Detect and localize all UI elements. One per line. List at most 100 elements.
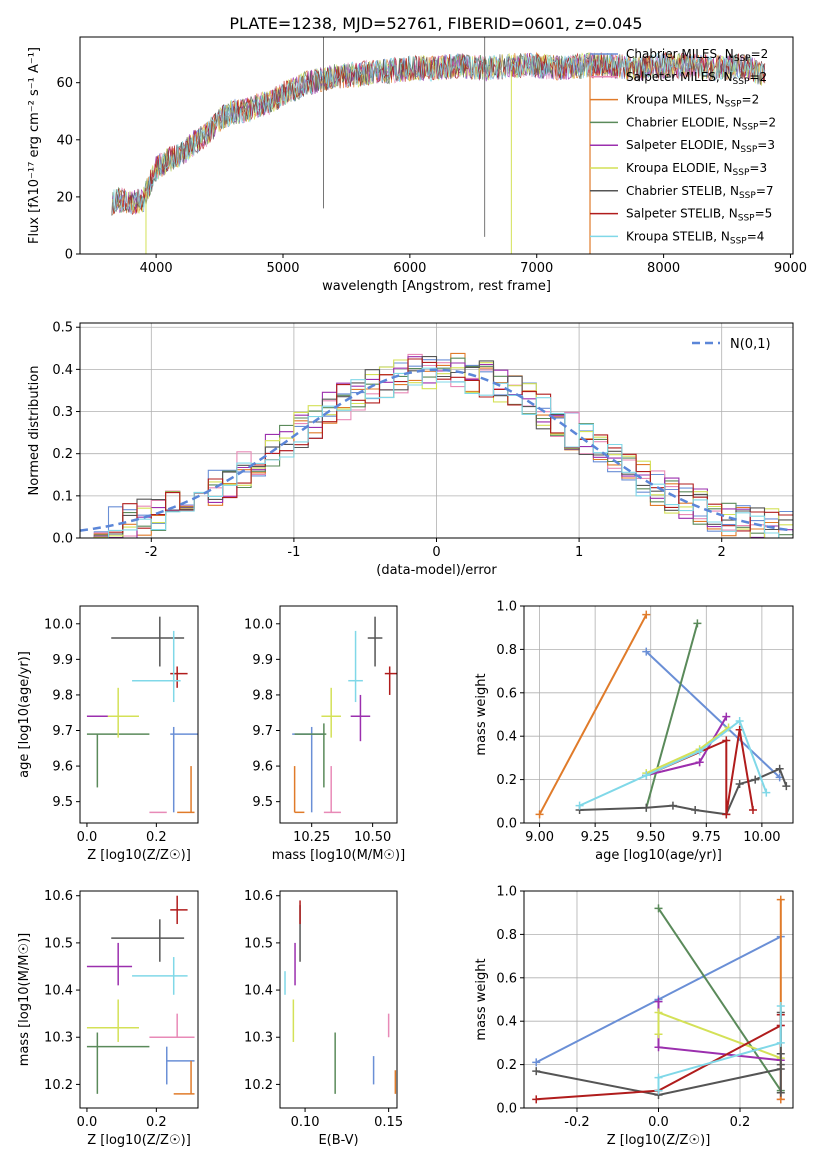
y-tick-label: 0.4 (496, 1015, 517, 1030)
x-tick-label: 7000 (520, 261, 553, 276)
y-tick-label: 10.2 (44, 1078, 73, 1093)
x-tick-label: 10.50 (354, 830, 391, 845)
y-tick-label: 9.7 (252, 724, 273, 739)
y-tick-label: 20 (56, 190, 73, 205)
x-tick-label: 0.10 (291, 1115, 320, 1130)
weight-marker-kroupa-miles (776, 895, 785, 904)
y-tick-label: 1.0 (496, 600, 517, 615)
plot-area (284, 900, 397, 1094)
y-tick-label: 0.0 (52, 532, 73, 547)
legend-label: Kroupa STELIB, NSSP=4 (626, 229, 764, 246)
legend-label: Chabrier MILES, NSSP=2 (626, 47, 768, 64)
histogram-kroupa-stelib (80, 367, 793, 538)
weight-marker-chabrier-stelib (776, 1060, 785, 1069)
weight-marker-chabrier-stelib (775, 764, 784, 773)
y-tick-label: 9.7 (52, 724, 73, 739)
axes-frame (279, 890, 398, 1109)
x-tick-label: -2 (145, 545, 158, 560)
y-tick-label: 0 (65, 248, 73, 263)
weight-marker-salpeter-elodie (695, 758, 704, 767)
x-axis-label: E(B-V) (318, 1133, 358, 1148)
weight-marker-chabrier-stelib (776, 1049, 785, 1058)
y-tick-label: 10.4 (44, 984, 73, 999)
y-tick-label: 9.8 (252, 688, 273, 703)
y-tick-label: 10.5 (244, 936, 273, 951)
y-tick-label: 60 (56, 76, 73, 91)
legend-label: Salpeter MILES, NSSP=2 (626, 70, 767, 87)
y-tick-label: 10.5 (44, 936, 73, 951)
y-tick-label: 0.0 (496, 1102, 517, 1117)
weight-marker-chabrier-elodie (654, 904, 663, 913)
x-tick-label: 10.00 (743, 830, 780, 845)
y-tick-label: 9.6 (52, 760, 73, 775)
x-tick-label: 0.0 (648, 1115, 669, 1130)
x-axis-label: (data-model)/error (376, 563, 497, 578)
x-axis-label: Z [log10(Z/Z☉)] (87, 848, 191, 863)
weight-marker-kroupa-stelib (762, 788, 771, 797)
weight-marker-salpeter-elodie (654, 997, 663, 1006)
weight-marker-salpeter-stelib (748, 805, 757, 814)
y-tick-label: 9.9 (52, 653, 73, 668)
legend-label: Salpeter STELIB, NSSP=5 (626, 207, 772, 224)
weight-marker-kroupa-stelib (654, 1073, 663, 1082)
weight-marker-chabrier-miles (642, 647, 651, 656)
weight-marker-salpeter-elodie (722, 712, 731, 721)
y-tick-label: 0.4 (496, 730, 517, 745)
y-tick-label: 0.6 (496, 971, 517, 986)
y-tick-label: 9.6 (252, 760, 273, 775)
y-tick-label: 0.3 (52, 405, 73, 420)
weight-marker-kroupa-stelib (735, 717, 744, 726)
y-axis-label: mass weight (474, 958, 489, 1040)
y-tick-label: 1.0 (496, 885, 517, 900)
age-vs-metallicity-panel: 0.0 0.2 9.5 9.6 9.7 9.8 9.9 10.0 Z [log10(Z/Z☉)]… (17, 605, 199, 863)
x-tick-label: 9.75 (692, 830, 721, 845)
y-tick-label: 10.0 (44, 617, 73, 632)
y-axis-label: mass [log10(M/M☉)] (17, 933, 32, 1066)
y-tick-label: 9.9 (252, 653, 273, 668)
y-tick-label: 0.2 (496, 1058, 517, 1073)
y-tick-label: 10.4 (244, 984, 273, 999)
y-tick-label: 10.6 (244, 889, 273, 904)
y-tick-label: 10.3 (44, 1031, 73, 1046)
x-tick-label: 0.0 (77, 1115, 98, 1130)
weight-marker-salpeter-elodie (654, 1043, 663, 1052)
y-tick-label: 0.6 (496, 686, 517, 701)
x-axis-label: Z [log10(Z/Z☉)] (87, 1133, 191, 1148)
x-tick-label: 9.50 (636, 830, 665, 845)
legend-label: Kroupa MILES, NSSP=2 (626, 93, 759, 110)
weight-marker-kroupa-miles (535, 810, 544, 819)
weight-marker-chabrier-stelib (735, 779, 744, 788)
y-axis-label: Normed distribution (27, 366, 42, 496)
plot-area (292, 616, 397, 814)
legend-label-gaussian: N(0,1) (730, 337, 771, 352)
residual-histogram-panel: -2 -1 0 1 2 0.0 0.1 0.2 0.3 0.4 0.5 (data-model)/er… (27, 321, 794, 578)
weight-marker-salpeter-stelib (532, 1095, 541, 1104)
mass-weight-vs-age-panel: 9.00 9.25 9.50 9.75 10.00 0.0 0.2 0.4 0.6 0.8 1.0 a… (474, 600, 794, 863)
x-tick-label: 5000 (266, 261, 299, 276)
x-tick-label: 10.25 (293, 830, 330, 845)
x-tick-label: 9.25 (581, 830, 610, 845)
weight-marker-kroupa-elodie (654, 1030, 663, 1039)
x-tick-label: 1 (575, 545, 583, 560)
x-tick-label: 0.0 (77, 830, 98, 845)
y-tick-label: 0.4 (52, 363, 73, 378)
spectrum-line-chabrier-stelib (111, 53, 766, 216)
weight-line-kroupa-stelib (657, 1006, 782, 1091)
y-tick-label: 0.1 (52, 489, 73, 504)
x-tick-label: 2 (718, 545, 726, 560)
legend-label: Kroupa ELODIE, NSSP=3 (626, 161, 767, 178)
weight-marker-kroupa-stelib (642, 771, 651, 780)
spectrum-panel: 4000 5000 6000 7000 8000 9000 0 20 40 60 wavelengt… (27, 36, 807, 294)
spectrum-line-kroupa-stelib (111, 52, 766, 216)
axes-frame (79, 605, 199, 824)
weight-marker-chabrier-elodie (693, 619, 702, 628)
weight-marker-kroupa-miles (642, 610, 651, 619)
x-tick-label: 0.15 (374, 1115, 403, 1130)
y-tick-label: 0.0 (496, 817, 517, 832)
weight-marker-chabrier-stelib (668, 801, 677, 810)
weight-marker-chabrier-stelib (751, 775, 760, 784)
y-tick-label: 9.5 (252, 795, 273, 810)
axes-frame (523, 605, 794, 824)
weight-marker-chabrier-stelib (642, 803, 651, 812)
